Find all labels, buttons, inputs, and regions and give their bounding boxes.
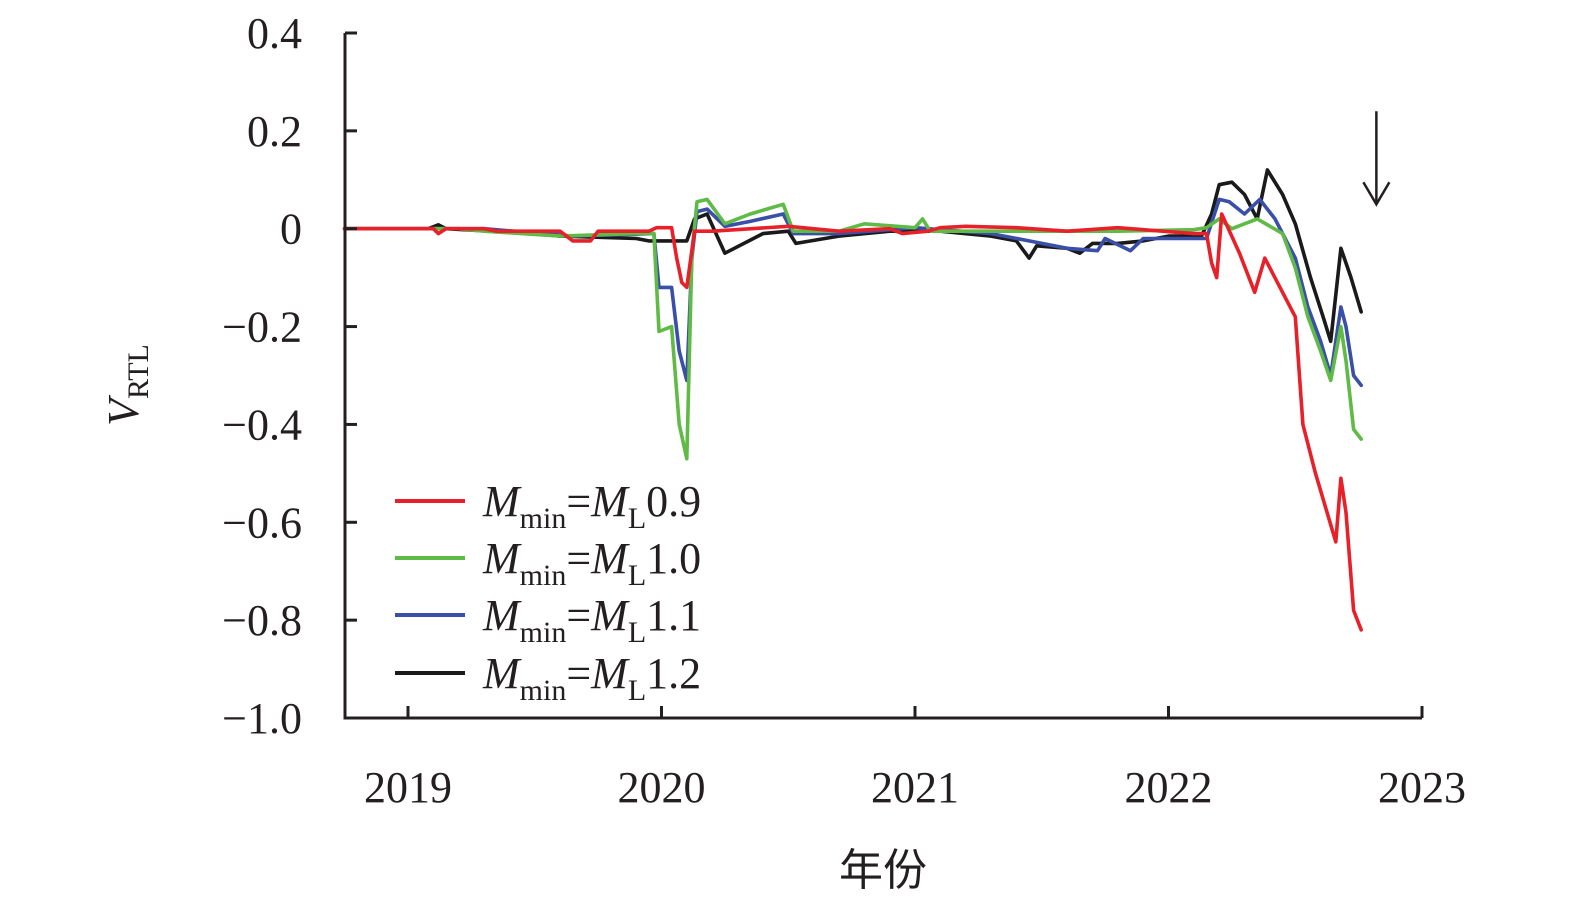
- legend-item: Mmin=ML1.2: [395, 649, 701, 707]
- x-axis-title: 年份: [839, 846, 927, 895]
- y-tick-label: −0.6: [222, 498, 302, 547]
- arrow-head: [1362, 181, 1391, 207]
- y-tick-label: −1.0: [222, 694, 302, 743]
- legend-label: Mmin=ML1.1: [482, 591, 701, 649]
- y-tick-label: 0.4: [247, 9, 302, 58]
- series-lines: [342, 168, 1363, 632]
- legend-label: Mmin=ML0.9: [482, 477, 701, 535]
- series-line-1-2: [342, 168, 1363, 344]
- y-axis-title-main: V: [99, 394, 148, 426]
- x-tick-label: 2021: [871, 763, 959, 812]
- legend-item: Mmin=ML1.0: [395, 534, 701, 592]
- legend-label: Mmin=ML1.2: [482, 649, 701, 707]
- y-tick-label: −0.2: [222, 303, 302, 352]
- tick-marks: 0.4 0.2 0 −0.2 −0.4 −0.6 −0.8 −1.0 2019 2020 2021 2…: [222, 9, 1466, 812]
- axes: [343, 33, 1422, 720]
- x-tick-label: 2019: [364, 763, 452, 812]
- y-axis-title: VRTL: [99, 344, 155, 426]
- legend-item: Mmin=ML1.1: [395, 591, 701, 649]
- y-tick-label: 0: [280, 205, 302, 254]
- x-tick-label: 2020: [618, 763, 706, 812]
- series-line-0-9: [342, 212, 1363, 632]
- annotation: [1362, 111, 1391, 207]
- series-line-1-0: [342, 197, 1363, 461]
- y-tick-label: 0.2: [247, 107, 302, 156]
- series-line-1-1: [342, 197, 1363, 388]
- y-tick-label: −0.8: [222, 596, 302, 645]
- legend-label: Mmin=ML1.0: [482, 534, 701, 592]
- x-tick-label: 2023: [1378, 763, 1466, 812]
- y-tick-label: −0.4: [222, 400, 302, 449]
- legend-item: Mmin=ML0.9: [395, 477, 701, 535]
- x-tick-label: 2022: [1125, 763, 1213, 812]
- y-axis-title-sub: RTL: [122, 344, 155, 399]
